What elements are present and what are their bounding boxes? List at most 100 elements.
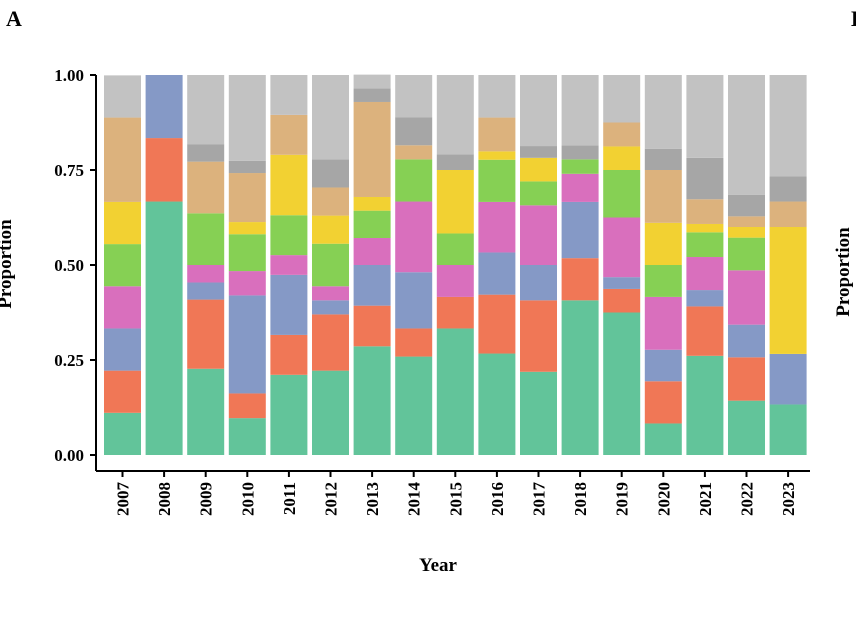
bar-segment-2017-0 [520, 371, 557, 455]
bar-segment-2023-2 [769, 353, 807, 405]
y-tick-label: 0.25 [54, 351, 84, 370]
bar-segment-2016-1 [478, 294, 516, 354]
bar-segment-2022-7 [728, 194, 765, 217]
bar-segment-2018-2 [561, 201, 599, 259]
bar-segment-2017-1 [520, 300, 557, 372]
bar-segment-2016-6 [478, 117, 516, 152]
bar-segment-2015-7 [436, 154, 474, 170]
bar-segment-2013-7 [353, 88, 391, 102]
bar-segment-2012-3 [312, 286, 349, 301]
x-tick-label-2019: 2019 [613, 482, 632, 516]
x-axis-title: Year [419, 555, 458, 576]
bar-segment-2017-3 [520, 205, 557, 265]
y-axis-title: Proportion [0, 219, 16, 309]
bar-segment-2010-1 [228, 393, 266, 419]
bar-segment-2007-4 [104, 244, 141, 287]
bar-segment-2015-4 [436, 233, 474, 265]
x-tick-label-2011: 2011 [280, 482, 299, 515]
x-tick-label-2014: 2014 [405, 482, 424, 517]
bar-segment-2019-3 [603, 217, 641, 278]
bar-segment-2016-4 [478, 159, 516, 202]
bar-segment-2007-1 [104, 370, 141, 413]
bar-segment-2013-5 [353, 196, 391, 211]
bar-stack-2018 [561, 75, 599, 455]
bar-segment-2017-4 [520, 181, 557, 206]
bar-segment-2021-8 [686, 75, 724, 158]
bar-segment-2020-2 [644, 349, 682, 382]
bar-segment-2020-4 [644, 265, 682, 297]
bar-segment-2017-2 [520, 265, 557, 301]
bar-segment-2011-0 [270, 374, 308, 455]
bar-stack-2022 [728, 75, 765, 455]
bar-segment-2013-6 [353, 101, 391, 197]
bar-segment-2009-3 [187, 265, 225, 283]
bar-segment-2010-2 [228, 295, 266, 394]
bar-segment-2007-6 [104, 117, 141, 202]
bar-segment-2013-1 [353, 305, 391, 347]
bar-segment-2013-8 [353, 74, 391, 89]
bar-segment-2020-3 [644, 296, 682, 350]
bar-segment-2014-1 [395, 328, 433, 357]
bar-segment-2017-5 [520, 157, 557, 182]
bar-segment-2022-1 [728, 357, 765, 401]
x-tick-label-2018: 2018 [571, 482, 590, 516]
bar-segment-2015-5 [436, 170, 474, 234]
panel-a-letter: A [6, 6, 22, 31]
bar-segment-2009-8 [187, 75, 225, 145]
bar-segment-2008-1 [145, 138, 183, 202]
bar-segment-2009-0 [187, 368, 225, 455]
axes [95, 75, 810, 472]
x-tick-label-2016: 2016 [488, 482, 507, 516]
bar-segment-2007-5 [104, 201, 141, 245]
x-tick-label-2017: 2017 [530, 482, 549, 517]
bar-segment-2016-3 [478, 201, 516, 253]
bar-segment-2009-6 [187, 161, 225, 214]
panel-b-letter: B [851, 6, 856, 32]
y-tick-label: 0.00 [54, 446, 84, 465]
bar-segment-2007-2 [104, 328, 141, 371]
bar-segment-2022-0 [728, 400, 765, 455]
bar-segment-2015-1 [436, 296, 474, 329]
bar-segment-2010-5 [228, 222, 266, 235]
bar-segment-2012-7 [312, 159, 349, 188]
bar-segment-2013-0 [353, 346, 391, 455]
bar-segment-2010-6 [228, 173, 266, 223]
bar-segment-2011-4 [270, 215, 308, 256]
bar-stack-2017 [520, 75, 557, 455]
bar-segment-2014-4 [395, 159, 433, 202]
bar-segment-2010-8 [228, 75, 266, 161]
bar-segment-2014-3 [395, 201, 433, 273]
bar-segment-2008-0 [145, 201, 183, 455]
x-tick-label-2015: 2015 [446, 482, 465, 516]
bar-segment-2010-7 [228, 160, 266, 174]
bar-stacks [104, 74, 807, 455]
x-tick-label-2013: 2013 [363, 482, 382, 516]
bar-stack-2008 [145, 75, 183, 455]
bar-segment-2012-0 [312, 370, 349, 455]
bar-segment-2022-5 [728, 227, 765, 238]
bar-segment-2007-3 [104, 286, 141, 329]
bar-segment-2019-0 [603, 312, 641, 455]
bar-segment-2013-3 [353, 238, 391, 265]
bar-segment-2011-3 [270, 255, 308, 275]
bar-segment-2010-3 [228, 271, 266, 296]
bar-segment-2009-2 [187, 282, 225, 300]
bar-segment-2023-5 [769, 227, 807, 354]
y-tick-label: 0.75 [54, 161, 84, 180]
bar-segment-2019-5 [603, 146, 641, 170]
bar-segment-2012-8 [312, 75, 349, 160]
bar-segment-2023-0 [769, 404, 807, 455]
x-tick-label-2023: 2023 [779, 482, 798, 516]
bar-segment-2021-7 [686, 157, 724, 200]
bar-stack-2021 [686, 75, 724, 455]
bar-segment-2014-0 [395, 356, 433, 455]
bar-segment-2012-4 [312, 243, 349, 287]
bar-segment-2012-6 [312, 187, 349, 216]
bar-segment-2021-1 [686, 306, 724, 356]
x-tick-label-2010: 2010 [238, 482, 257, 516]
bar-stack-2016 [478, 75, 516, 455]
bar-segment-2014-7 [395, 117, 433, 146]
bar-segment-2016-8 [478, 75, 516, 118]
x-tick-label-2007: 2007 [114, 482, 133, 517]
